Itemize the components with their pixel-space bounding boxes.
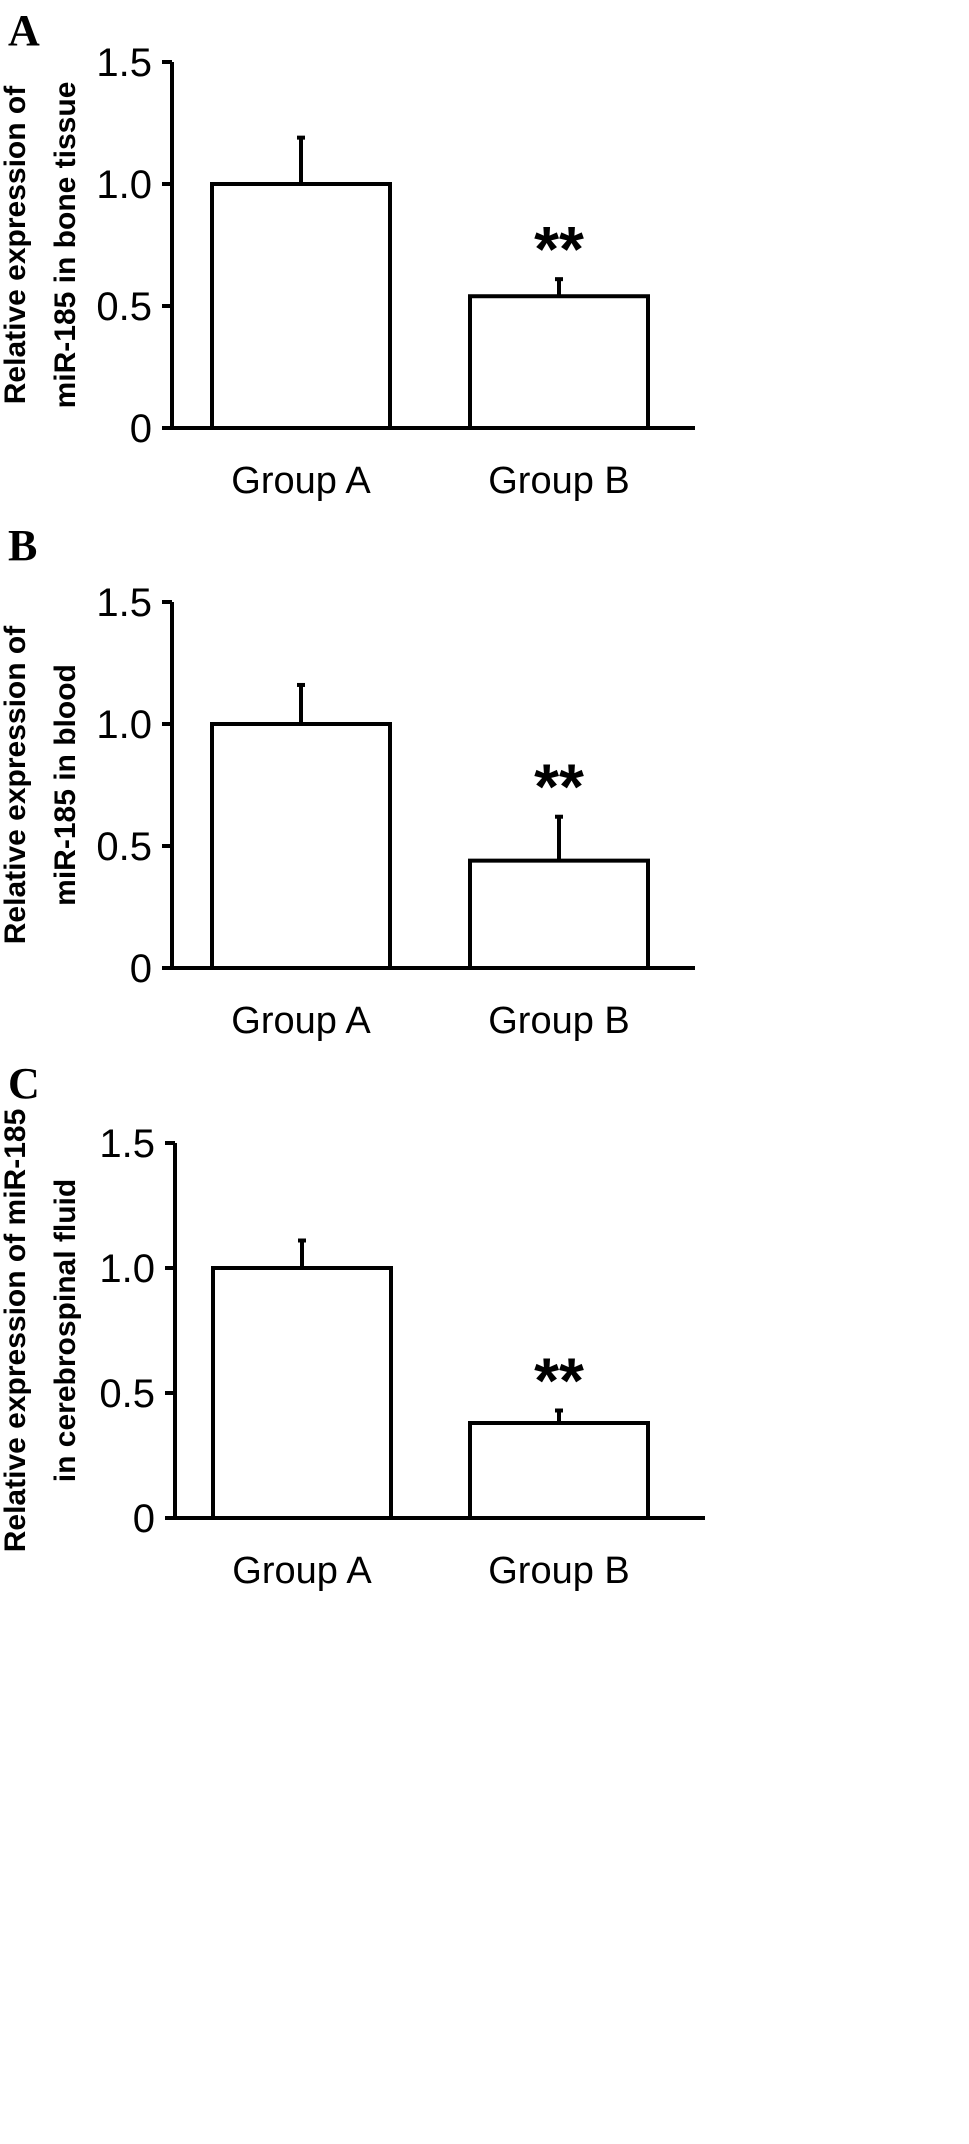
panel-letter: B [8,521,37,570]
y-tick-label: 1.0 [96,163,152,207]
significance-marker: ** [534,751,584,823]
y-tick-label: 0 [133,1497,155,1541]
y-axis-label: miR-185 in blood [49,664,82,906]
category-label: Group A [231,1000,371,1042]
category-label: Group B [488,460,630,502]
y-tick-label: 1.0 [96,703,152,747]
y-axis-label: Relative expression of [0,625,32,944]
chart-panel-a: A 0 0.5 1.0 1.5 Relative expression of miR-185… [0,6,695,502]
bar-group-b [468,1421,650,1520]
y-axis-label: Relative expression of [0,85,32,404]
y-tick-label: 1.5 [96,41,152,85]
y-tick-label: 0.5 [96,285,152,329]
y-axis-label: in cerebrospinal fluid [49,1179,82,1482]
bar-group-a [210,182,392,430]
y-tick-label: 1.0 [99,1247,155,1291]
y-axis-label: miR-185 in bone tissue [49,82,82,409]
category-label: Group B [488,1000,630,1042]
y-tick-label: 1.5 [99,1122,155,1166]
bar-group-b [468,858,650,971]
category-label: Group B [488,1550,630,1592]
significance-marker: ** [534,1345,584,1417]
significance-marker: ** [534,213,584,285]
panel-letter: C [8,1059,40,1108]
chart-panel-c: C 0 0.5 1.0 1.5 Relative expression of miR-18… [0,1059,705,1592]
y-tick-label: 0 [130,947,152,991]
category-label: Group A [231,460,371,502]
y-axis-label: Relative expression of miR-185 [0,1109,32,1553]
y-tick-label: 0 [130,407,152,451]
y-tick-label: 1.5 [96,581,152,625]
panel-letter: A [8,6,40,55]
chart-panel-b: B 0 0.5 1.0 1.5 Relative expression of miR-185… [0,521,695,1042]
bar-group-a [210,722,392,970]
y-tick-label: 0.5 [96,825,152,869]
category-label: Group A [232,1550,372,1592]
bar-group-a [211,1266,393,1520]
y-tick-label: 0.5 [99,1372,155,1416]
bar-group-b [468,294,650,430]
